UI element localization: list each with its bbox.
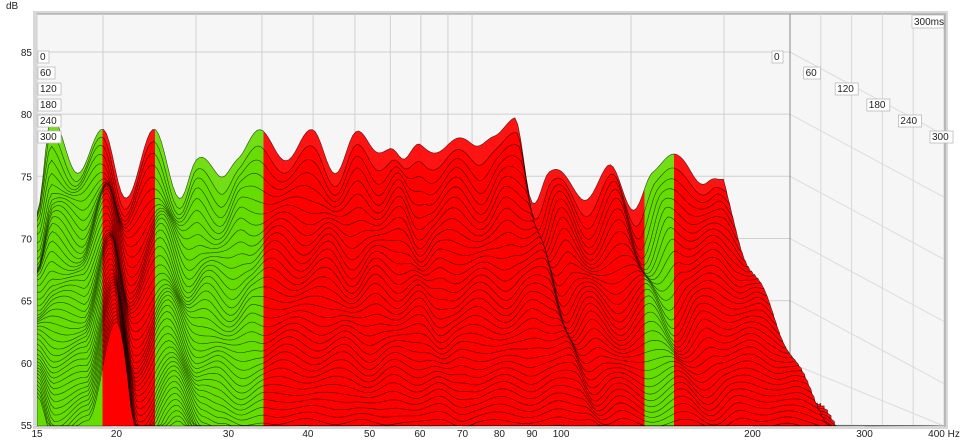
time-tick-label-right: 240 — [898, 114, 922, 128]
x-tick-label: 15 — [31, 429, 43, 440]
waterfall-slice — [37, 321, 944, 426]
y-axis-title: dB — [6, 1, 19, 12]
time-tick-text: 300 — [40, 132, 57, 143]
time-tick-label-left: 120 — [37, 82, 62, 96]
time-tick-label-right: 180 — [866, 98, 891, 112]
x-tick-label: 30 — [223, 429, 235, 440]
time-tick-label-right: 300 — [929, 130, 954, 144]
x-tick-label: 200 — [744, 429, 761, 440]
x-tick-label: 300 — [856, 429, 873, 440]
time-tick-text: 240 — [40, 116, 57, 127]
x-tick-label: 40 — [302, 429, 314, 440]
x-tick-label: 400 Hz — [928, 429, 960, 440]
waterfall-slice — [37, 253, 883, 426]
y-tick-label: 85 — [21, 48, 33, 59]
x-tick-label: 20 — [111, 429, 123, 440]
time-tick-text: 240 — [900, 116, 917, 127]
time-tick-label-left: 240 — [37, 114, 62, 128]
grid-line-side — [789, 113, 945, 198]
time-end-label: 300ms — [911, 14, 945, 29]
x-tick-label: 50 — [364, 429, 376, 440]
time-tick-label-left: 60 — [37, 66, 56, 80]
time-tick-label-left: 300 — [37, 130, 62, 144]
time-tick-label-left: 0 — [37, 50, 50, 64]
y-tick-label: 75 — [21, 172, 33, 183]
time-tick-text: 180 — [869, 100, 886, 111]
y-tick-label: 55 — [21, 421, 33, 432]
time-tick-text: 0 — [774, 52, 780, 63]
time-tick-label-right: 0 — [771, 50, 784, 64]
x-tick-label: 70 — [457, 429, 469, 440]
grid-line-side — [789, 362, 945, 427]
time-tick-text: 0 — [40, 52, 46, 63]
axes: 55 60 65 70 75 80 85 15 20 30 40 50 60 70 80 90 100 200 30… — [21, 14, 960, 440]
x-tick-label: 90 — [526, 429, 538, 440]
time-end-text: 300ms — [914, 17, 944, 28]
time-tick-text: 120 — [40, 84, 57, 95]
waterfall-slices — [37, 116, 944, 426]
time-tick-label-right: 60 — [803, 66, 821, 80]
y-tick-label: 60 — [21, 359, 33, 370]
grid-line-side — [789, 175, 945, 260]
x-tick-label: 100 — [553, 429, 570, 440]
time-tick-text: 300 — [932, 132, 949, 143]
x-tick-label: 60 — [414, 429, 426, 440]
time-tick-text: 180 — [40, 100, 57, 111]
time-tick-label-right: 120 — [834, 82, 859, 96]
y-tick-label: 80 — [21, 110, 33, 121]
time-tick-label-left: 180 — [37, 98, 62, 112]
time-tick-text: 60 — [40, 68, 52, 79]
waterfall-slice — [37, 247, 879, 426]
time-tick-text: 60 — [806, 68, 818, 79]
time-tick-text: 120 — [837, 84, 854, 95]
grid-line-side — [789, 300, 945, 385]
y-tick-label: 65 — [21, 297, 33, 308]
x-tick-label: 80 — [494, 429, 506, 440]
y-tick-label: 70 — [21, 234, 33, 245]
grid-line-side — [789, 238, 945, 322]
